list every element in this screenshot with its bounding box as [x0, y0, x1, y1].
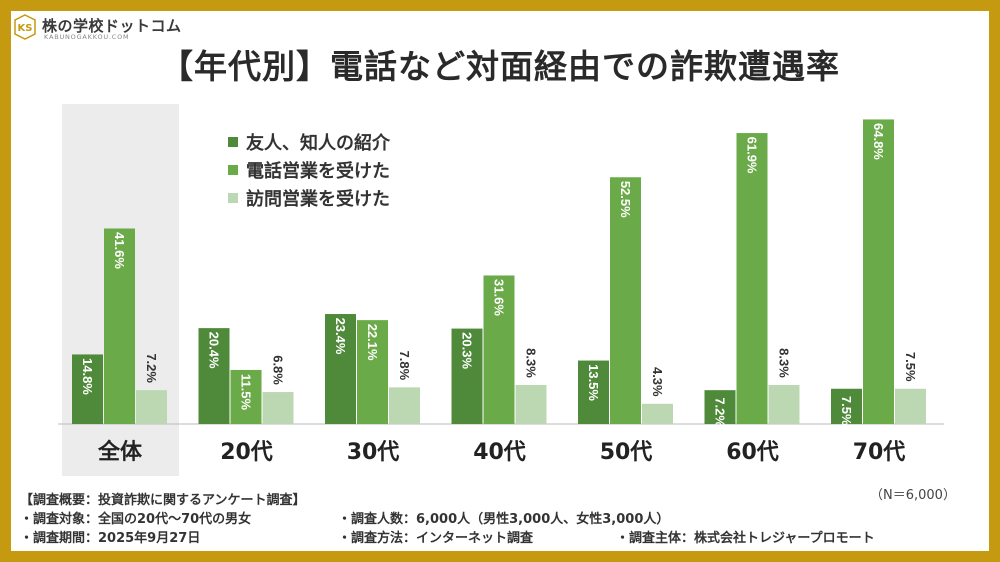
data-label: 20.3%: [460, 332, 475, 369]
brand-logo: KS 株の学校ドットコム KABUNOGAKKOU.COM: [14, 14, 184, 42]
chart-legend: 友人、知人の紹介 電話営業を受けた 訪問営業を受けた: [228, 128, 390, 212]
survey-heading: 【調査概要：投資詐欺に関するアンケート調査】: [20, 493, 306, 508]
bar: [831, 388, 862, 424]
data-label: 22.1%: [365, 324, 380, 361]
legend-swatch-series-3: [228, 193, 238, 203]
category-label: 30代: [347, 440, 400, 465]
legend-item-series-1: 友人、知人の紹介: [228, 128, 390, 156]
survey-sponsor: ・調査主体：株式会社トレジャープロモート: [616, 531, 875, 546]
legend-item-series-2: 電話営業を受けた: [228, 156, 390, 184]
data-label: 7.5%: [839, 396, 854, 426]
data-label: 31.6%: [492, 279, 507, 316]
data-label: 8.3%: [524, 348, 539, 378]
category-label: 40代: [473, 440, 526, 465]
survey-period: ・調査期間：2025年9月27日: [20, 531, 201, 546]
data-label: 7.2%: [144, 353, 159, 383]
bar: [515, 384, 547, 424]
data-label: 20.4%: [207, 332, 222, 369]
bar: [262, 392, 294, 424]
bar: [736, 133, 768, 424]
bar: [136, 390, 167, 424]
data-label: 23.4%: [333, 318, 348, 355]
sample-size-note: （N＝6,000）: [870, 488, 956, 503]
survey-people: ・調査人数：6,000人（男性3,000人、女性3,000人）: [338, 512, 670, 527]
bar: [610, 177, 641, 424]
data-label: 8.3%: [777, 348, 792, 378]
brand-mark-text: KS: [18, 23, 33, 34]
data-label: 61.9%: [745, 137, 760, 174]
bar: [325, 314, 356, 424]
category-label: 60代: [726, 440, 779, 465]
data-label: 13.5%: [586, 364, 601, 401]
bar: [357, 320, 388, 424]
brand-subtitle: KABUNOGAKKOU.COM: [44, 33, 130, 41]
bar: [768, 384, 800, 424]
data-label: 6.8%: [271, 355, 286, 385]
bar: [704, 390, 736, 424]
bar: [104, 228, 135, 424]
bar: [198, 328, 230, 424]
bar: [578, 360, 609, 424]
bar: [451, 328, 483, 424]
data-label: 4.3%: [650, 367, 665, 397]
category-label: 20代: [220, 440, 273, 465]
legend-swatch-series-1: [228, 137, 238, 147]
survey-method: ・調査方法：インターネット調査: [338, 531, 534, 546]
data-label: 7.2%: [713, 397, 728, 427]
legend-swatch-series-2: [228, 165, 238, 175]
brand-mark-icon: KS: [14, 14, 36, 40]
category-label: 70代: [853, 440, 906, 465]
bar: [72, 354, 103, 424]
bar: [483, 275, 515, 424]
data-label: 7.5%: [903, 352, 918, 382]
legend-label-series-3: 訪問営業を受けた: [246, 189, 390, 210]
bar: [389, 387, 420, 424]
data-label: 41.6%: [112, 232, 127, 269]
category-label: 50代: [600, 440, 653, 465]
survey-target: ・調査対象：全国の20代～70代の男女: [20, 512, 252, 527]
bar: [895, 388, 926, 424]
bar: [642, 403, 673, 424]
data-label: 64.8%: [871, 123, 886, 160]
category-label: 全体: [97, 439, 143, 465]
data-label: 7.8%: [397, 351, 412, 381]
legend-label-series-2: 電話営業を受けた: [246, 161, 390, 182]
legend-item-series-3: 訪問営業を受けた: [228, 184, 390, 212]
legend-label-series-1: 友人、知人の紹介: [246, 133, 390, 154]
chart-title: 【年代別】電話など対面経由での詐欺遭遇率: [160, 47, 840, 86]
data-label: 52.5%: [618, 181, 633, 218]
bar: [230, 369, 262, 424]
data-label: 11.5%: [239, 374, 254, 411]
data-label: 14.8%: [80, 358, 95, 395]
brand-name: 株の学校ドットコム: [42, 17, 182, 35]
bar: [863, 119, 894, 424]
